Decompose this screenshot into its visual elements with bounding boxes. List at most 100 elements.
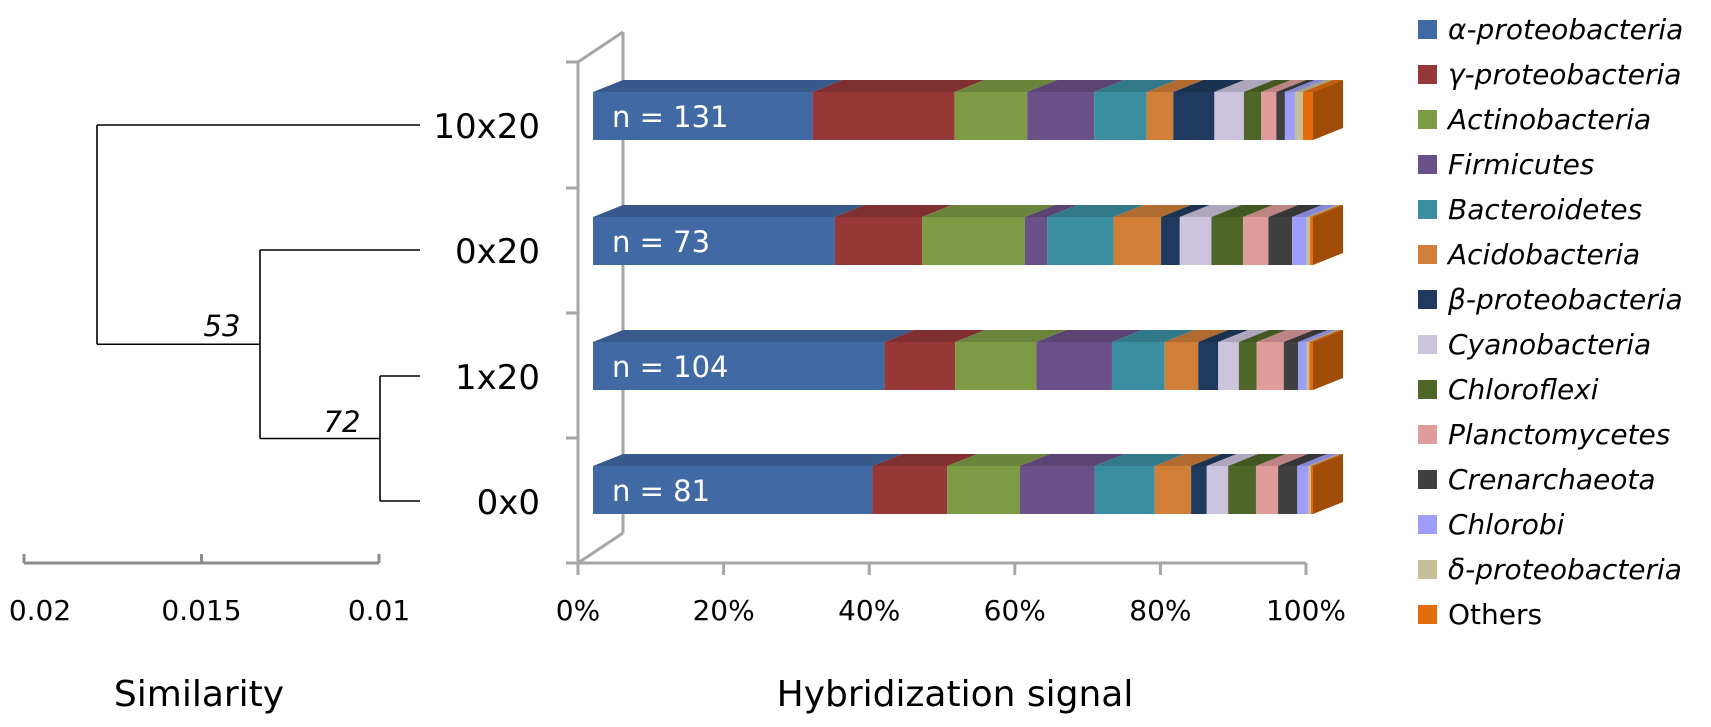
similarity-tick-label: 0.02 <box>9 594 71 627</box>
legend-label: Planctomycetes <box>1448 418 1670 451</box>
bar-segment-top <box>1256 330 1314 342</box>
chart-floor-edge <box>577 531 624 565</box>
bar-segment <box>1238 342 1257 390</box>
similarity-tick-label: 0.015 <box>161 594 241 627</box>
legend-label: γ-proteobacteria <box>1448 58 1681 91</box>
legend-swatch <box>1418 470 1437 489</box>
bar-segment-top <box>955 330 1067 342</box>
bar-segment-top <box>1179 205 1242 217</box>
x-tick-label: 0% <box>556 594 600 627</box>
x-tick-label: 40% <box>838 594 900 627</box>
bar-segment <box>834 217 923 265</box>
bar-segment-top <box>1295 80 1333 92</box>
bar-segment <box>1256 342 1284 390</box>
legend-label: Others <box>1448 598 1542 631</box>
legend-swatch <box>1418 605 1437 624</box>
bar-segment <box>1295 92 1303 140</box>
bar-group-10x20: n = 131 <box>593 80 1343 140</box>
bar-segment <box>1047 217 1114 265</box>
bar-segment <box>1198 342 1219 390</box>
bar-segment-top <box>1310 454 1343 466</box>
bar-segment <box>1278 466 1298 514</box>
bar-group-1x20: n = 104 <box>593 330 1343 390</box>
bar-segment <box>1164 342 1199 390</box>
bar-segment <box>593 466 873 514</box>
bar-segment-top <box>1243 80 1292 92</box>
bar-segment <box>1302 92 1313 140</box>
bar-segment <box>1191 466 1207 514</box>
bar-segment <box>1113 217 1162 265</box>
legend-swatch <box>1418 425 1437 444</box>
bar-segment <box>1261 92 1277 140</box>
bar-segment-top <box>1292 205 1337 217</box>
bar-segment <box>1298 342 1307 390</box>
bar-segment <box>1283 342 1299 390</box>
legend-swatch <box>1418 380 1437 399</box>
similarity-axis-label: Similarity <box>114 674 284 715</box>
bar-segment-top <box>1211 205 1274 217</box>
bar-segment-top <box>1025 205 1078 217</box>
bar-segment <box>1214 92 1244 140</box>
bar-segment-top <box>1255 454 1309 466</box>
bar-segment <box>1306 342 1310 390</box>
leaf-label: 10x20 <box>433 107 540 147</box>
bar-segment <box>593 217 835 265</box>
bar-segment-top <box>954 80 1058 92</box>
legend-swatch <box>1418 200 1437 219</box>
legend-label: Acidobacteria <box>1446 238 1640 271</box>
bar-segment <box>593 92 813 140</box>
bar-segment <box>955 342 1037 390</box>
chart-top-edge <box>577 30 624 64</box>
bar-n-label: n = 73 <box>612 225 710 259</box>
bar-segment <box>1111 342 1165 390</box>
legend-label: Cyanobacteria <box>1448 328 1651 361</box>
leaf-label: 0x0 <box>477 483 540 523</box>
bar-segment-top <box>812 80 985 92</box>
bar-segment-top <box>1243 205 1299 217</box>
bar-segment-top <box>1309 330 1343 342</box>
bar-segment <box>1297 466 1309 514</box>
bar-segment <box>1308 466 1311 514</box>
bar-segment <box>884 342 956 390</box>
x-tick-label: 20% <box>692 594 754 627</box>
bar-segment-top <box>1298 330 1337 342</box>
bar-segment <box>954 92 1028 140</box>
legend-label: Chlorobi <box>1448 508 1565 541</box>
bar-segment-top <box>1094 454 1185 466</box>
bar-segment-top <box>1111 330 1195 342</box>
bar-segment <box>1211 217 1244 265</box>
bar-segment <box>1154 466 1192 514</box>
legend-swatch <box>1418 290 1437 309</box>
legend-swatch <box>1418 245 1437 264</box>
bar-segment <box>1292 217 1307 265</box>
bar-end-face <box>1313 205 1343 265</box>
bar-segment <box>1243 217 1269 265</box>
legend-label: Bacteroidetes <box>1448 193 1642 226</box>
bar-segment <box>1094 466 1155 514</box>
similarity-tick-label: 0.01 <box>348 594 410 627</box>
bar-segment-top <box>1027 80 1125 92</box>
bar-segment-top <box>1302 80 1343 92</box>
legend-swatch <box>1418 335 1437 354</box>
bar-segment <box>812 92 955 140</box>
bar-segment <box>1218 342 1239 390</box>
legend: α-proteobacteria γ-proteobacteria Actinoba… <box>1418 13 1683 631</box>
bar-end-face <box>1313 330 1343 390</box>
x-tick-label: 80% <box>1129 594 1191 627</box>
x-tick-label: 100% <box>1266 594 1346 627</box>
legend-swatch <box>1418 20 1437 39</box>
bar-segment-top <box>922 205 1055 217</box>
bar-end-face <box>1313 80 1343 140</box>
bar-segment <box>1179 217 1212 265</box>
bar-segment-top <box>1228 454 1286 466</box>
bar-segment <box>1310 217 1313 265</box>
legend-label: β-proteobacteria <box>1447 283 1683 316</box>
bar-segment <box>1309 342 1313 390</box>
bar-end-face <box>1313 454 1343 514</box>
node-support-label: 72 <box>324 405 361 439</box>
bar-segment <box>1206 466 1229 514</box>
legend-label: α-proteobacteria <box>1448 13 1683 46</box>
leaf-label: 0x20 <box>455 232 540 272</box>
bar-segment-top <box>1020 454 1125 466</box>
